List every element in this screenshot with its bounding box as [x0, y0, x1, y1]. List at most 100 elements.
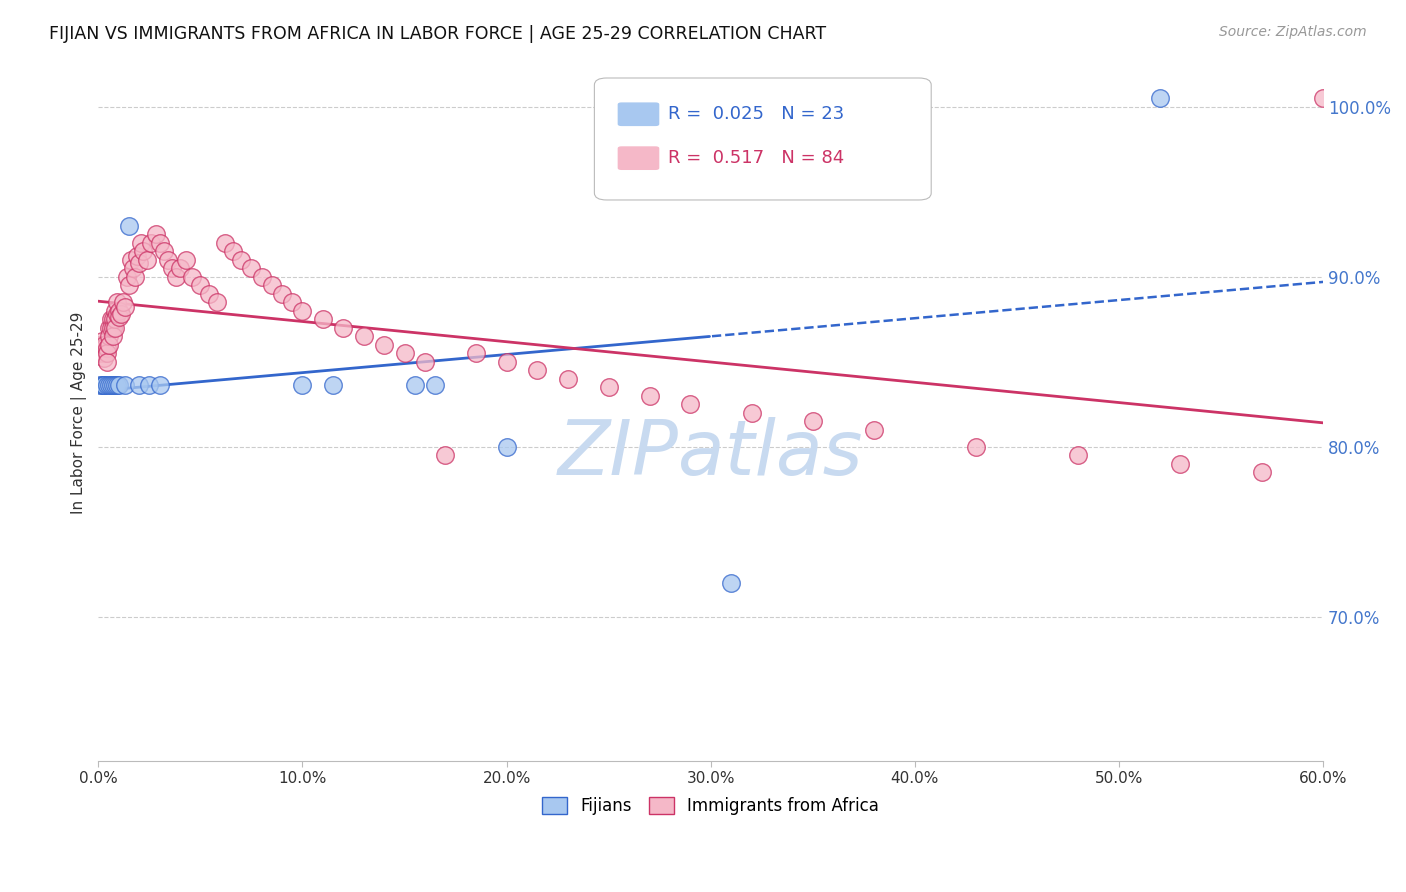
Point — [104, 320, 127, 334]
Point — [281, 295, 304, 310]
Point — [149, 235, 172, 250]
Point — [165, 269, 187, 284]
Point — [96, 354, 118, 368]
Point — [1067, 448, 1090, 462]
Text: R =  0.517   N = 84: R = 0.517 N = 84 — [668, 149, 844, 167]
Point — [93, 346, 115, 360]
Point — [465, 346, 488, 360]
Point — [214, 235, 236, 250]
Point — [105, 307, 128, 321]
Point — [271, 286, 294, 301]
Point — [149, 378, 172, 392]
Point — [136, 252, 159, 267]
Point — [91, 346, 114, 360]
Point — [129, 235, 152, 250]
Point — [101, 312, 124, 326]
Point — [240, 261, 263, 276]
Point — [122, 261, 145, 276]
Point — [741, 406, 763, 420]
Text: FIJIAN VS IMMIGRANTS FROM AFRICA IN LABOR FORCE | AGE 25-29 CORRELATION CHART: FIJIAN VS IMMIGRANTS FROM AFRICA IN LABO… — [49, 25, 827, 43]
Point — [160, 261, 183, 276]
Y-axis label: In Labor Force | Age 25-29: In Labor Force | Age 25-29 — [72, 311, 87, 514]
Point — [156, 252, 179, 267]
Point — [128, 378, 150, 392]
Point — [96, 378, 118, 392]
Point — [557, 371, 579, 385]
Text: ZIPatlas: ZIPatlas — [558, 417, 863, 491]
Point — [105, 295, 128, 310]
Point — [100, 312, 122, 326]
Point — [89, 337, 111, 351]
Point — [425, 378, 447, 392]
Point — [181, 269, 204, 284]
Point — [801, 414, 824, 428]
Point — [101, 320, 124, 334]
Point — [260, 278, 283, 293]
Legend: Fijians, Immigrants from Africa: Fijians, Immigrants from Africa — [543, 797, 879, 815]
Point — [598, 380, 620, 394]
Point — [720, 575, 742, 590]
Point — [322, 378, 344, 392]
Point — [110, 307, 132, 321]
Point — [250, 269, 273, 284]
Point — [404, 378, 426, 392]
Point — [114, 378, 136, 392]
Point — [89, 378, 111, 392]
Point — [93, 337, 115, 351]
Point — [434, 448, 457, 462]
Point — [104, 312, 127, 326]
Point — [638, 388, 661, 402]
Point — [526, 363, 548, 377]
Point — [93, 378, 115, 392]
Point — [100, 320, 122, 334]
Point — [97, 329, 120, 343]
Point — [197, 286, 219, 301]
FancyBboxPatch shape — [617, 103, 659, 126]
Point — [353, 329, 375, 343]
Point — [101, 378, 124, 392]
Point — [89, 346, 111, 360]
Point — [152, 244, 174, 258]
Point — [100, 378, 122, 392]
Point — [332, 320, 354, 334]
Point — [1168, 457, 1191, 471]
Point — [965, 440, 987, 454]
Point — [104, 303, 127, 318]
Point — [495, 354, 517, 368]
Point — [679, 397, 702, 411]
Point — [97, 378, 120, 392]
Point — [222, 244, 245, 258]
Point — [291, 303, 314, 318]
Point — [96, 341, 118, 355]
Point — [107, 378, 129, 392]
Point — [413, 354, 436, 368]
Point — [231, 252, 253, 267]
Point — [93, 378, 115, 392]
Point — [138, 378, 160, 392]
Point — [111, 295, 134, 310]
Point — [495, 440, 517, 454]
Text: R =  0.025   N = 23: R = 0.025 N = 23 — [668, 105, 844, 123]
FancyBboxPatch shape — [617, 146, 659, 170]
Point — [93, 341, 115, 355]
Point — [93, 351, 115, 366]
Point — [91, 378, 114, 392]
Point — [1149, 91, 1171, 105]
Point — [118, 219, 141, 233]
Point — [96, 346, 118, 360]
Point — [394, 346, 416, 360]
Point — [107, 310, 129, 325]
Point — [118, 278, 141, 293]
Point — [132, 244, 155, 258]
Point — [97, 337, 120, 351]
Point — [169, 261, 191, 276]
Point — [128, 256, 150, 270]
Text: Source: ZipAtlas.com: Source: ZipAtlas.com — [1219, 25, 1367, 39]
Point — [101, 329, 124, 343]
Point — [291, 378, 314, 392]
Point — [863, 423, 886, 437]
Point — [115, 269, 138, 284]
Point — [91, 334, 114, 348]
Point — [107, 303, 129, 318]
Point — [120, 252, 142, 267]
